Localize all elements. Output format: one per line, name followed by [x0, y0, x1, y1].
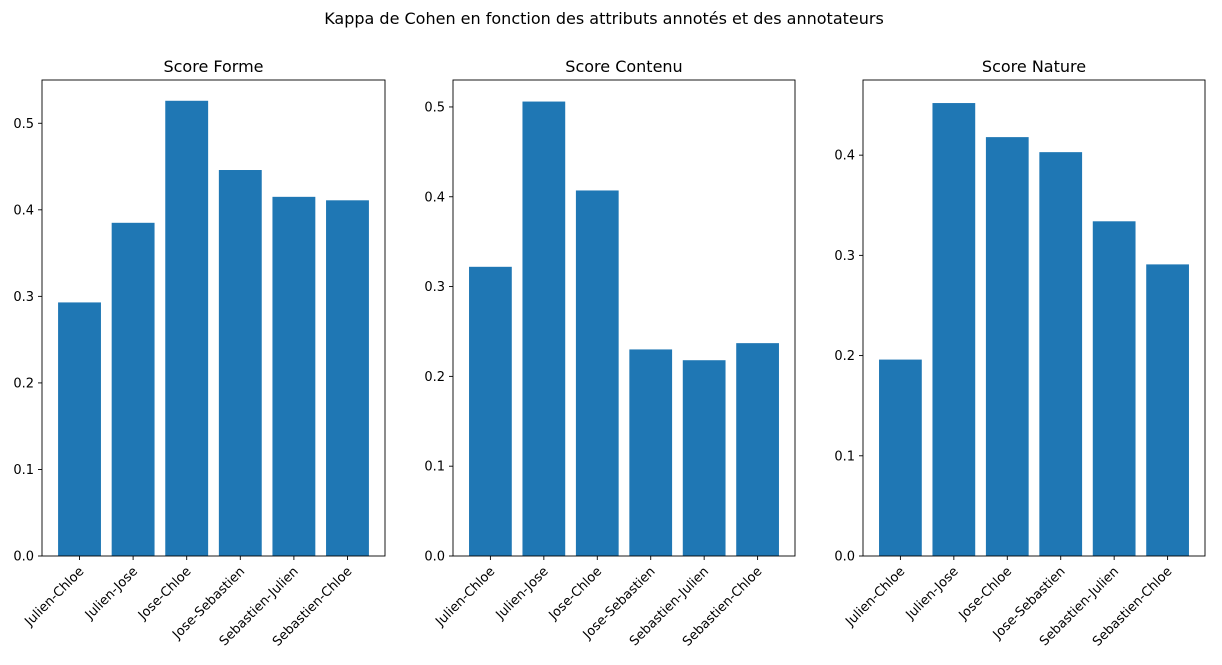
y-tick-label: 0.1: [13, 463, 34, 478]
bar: [1146, 264, 1189, 556]
subplots: Score Forme 0.0 0.1 0.2 0.3 0.4 0.5 Julien-Chlo…: [13, 57, 1206, 650]
bar: [575, 190, 619, 556]
axes-frame: [452, 79, 796, 557]
subplot-title: Score Forme: [163, 57, 263, 76]
bar: [736, 343, 779, 556]
bar: [469, 266, 512, 556]
bar: [218, 170, 262, 557]
y-tick-label: 0.1: [424, 460, 445, 475]
bar: [932, 103, 976, 556]
y-tick-label: 0.4: [13, 203, 34, 218]
bar: [682, 360, 726, 556]
y-tick-label: 0.2: [13, 376, 34, 391]
axes-frame: [41, 79, 386, 557]
x-tick-label: Julien-Chloe: [432, 564, 498, 630]
y-tick-label: 0.2: [424, 370, 445, 385]
figure-suptitle: Kappa de Cohen en fonction des attributs…: [324, 9, 884, 28]
subplot-3: Score Nature 0.0 0.1 0.2 0.3 0.4 Julien-ChloeJ…: [834, 57, 1206, 650]
bar: [326, 200, 369, 556]
bar: [165, 100, 209, 557]
subplot-title: Score Contenu: [565, 57, 682, 76]
y-tick-label: 0.3: [424, 280, 445, 295]
bar: [522, 101, 566, 556]
axes-frame: [862, 79, 1206, 557]
x-tick-label: Julien-Jose: [493, 564, 552, 623]
x-tick-label: Julien-Jose: [903, 564, 962, 623]
bar: [879, 359, 922, 556]
y-tick-label: 0.3: [834, 249, 855, 264]
subplot-2: Score Contenu 0.0 0.1 0.2 0.3 0.4 0.5 Julien-Ch…: [424, 57, 796, 650]
y-tick-label: 0.3: [13, 290, 34, 305]
y-tick-label: 0.4: [424, 190, 445, 205]
bar: [272, 196, 316, 556]
x-tick-label: Julien-Chloe: [842, 564, 908, 630]
y-tick-label: 0.0: [13, 550, 34, 565]
bar: [111, 222, 155, 557]
bar: [1039, 152, 1083, 556]
bar: [985, 137, 1029, 556]
x-tick-label: Julien-Jose: [82, 564, 141, 623]
y-tick-label: 0.5: [424, 100, 445, 115]
y-tick-label: 0.5: [13, 117, 34, 132]
y-tick-label: 0.1: [834, 449, 855, 464]
bar: [58, 302, 101, 556]
y-tick-label: 0.4: [834, 149, 855, 164]
y-tick-label: 0.0: [424, 550, 445, 565]
x-tick-label: Julien-Chloe: [22, 564, 88, 630]
y-tick-label: 0.0: [834, 550, 855, 565]
subplot-title: Score Nature: [982, 57, 1086, 76]
subplot-1: Score Forme 0.0 0.1 0.2 0.3 0.4 0.5 Julien-Chlo…: [13, 57, 386, 650]
bar: [1092, 221, 1136, 556]
bar: [629, 349, 673, 556]
y-tick-label: 0.2: [834, 349, 855, 364]
